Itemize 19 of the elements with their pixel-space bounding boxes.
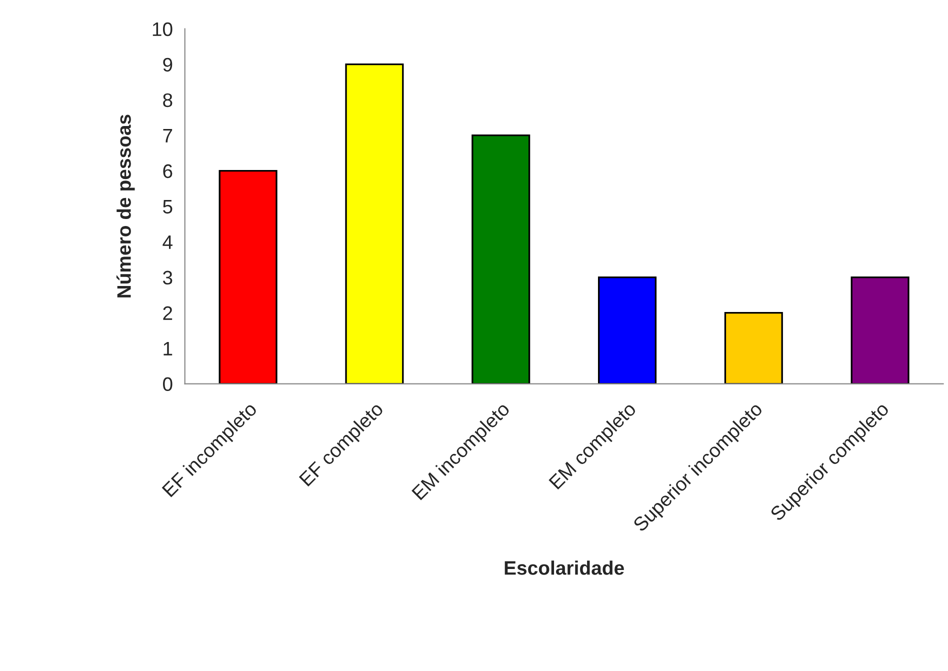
bar <box>218 170 278 384</box>
y-axis-title: Número de pessoas <box>116 114 135 298</box>
bar <box>472 134 530 384</box>
y-tick-label: 9 <box>163 58 172 72</box>
bar <box>345 64 404 384</box>
x-axis-title: Escolaridade <box>504 560 624 575</box>
y-tick-label: 3 <box>162 270 172 285</box>
y-tick-label: 10 <box>152 22 172 36</box>
bar <box>850 276 910 384</box>
y-tick-label: 7 <box>163 129 172 142</box>
y-tick-label: 5 <box>163 200 172 214</box>
y-tick-label: 6 <box>163 164 172 178</box>
bar <box>598 276 657 384</box>
bar <box>724 312 783 384</box>
y-tick-label: 8 <box>163 93 172 108</box>
y-tick-label: 4 <box>162 235 172 249</box>
y-tick-label: 1 <box>164 342 172 356</box>
y-tick-label: 0 <box>163 377 172 392</box>
y-tick-label: 2 <box>163 306 172 320</box>
